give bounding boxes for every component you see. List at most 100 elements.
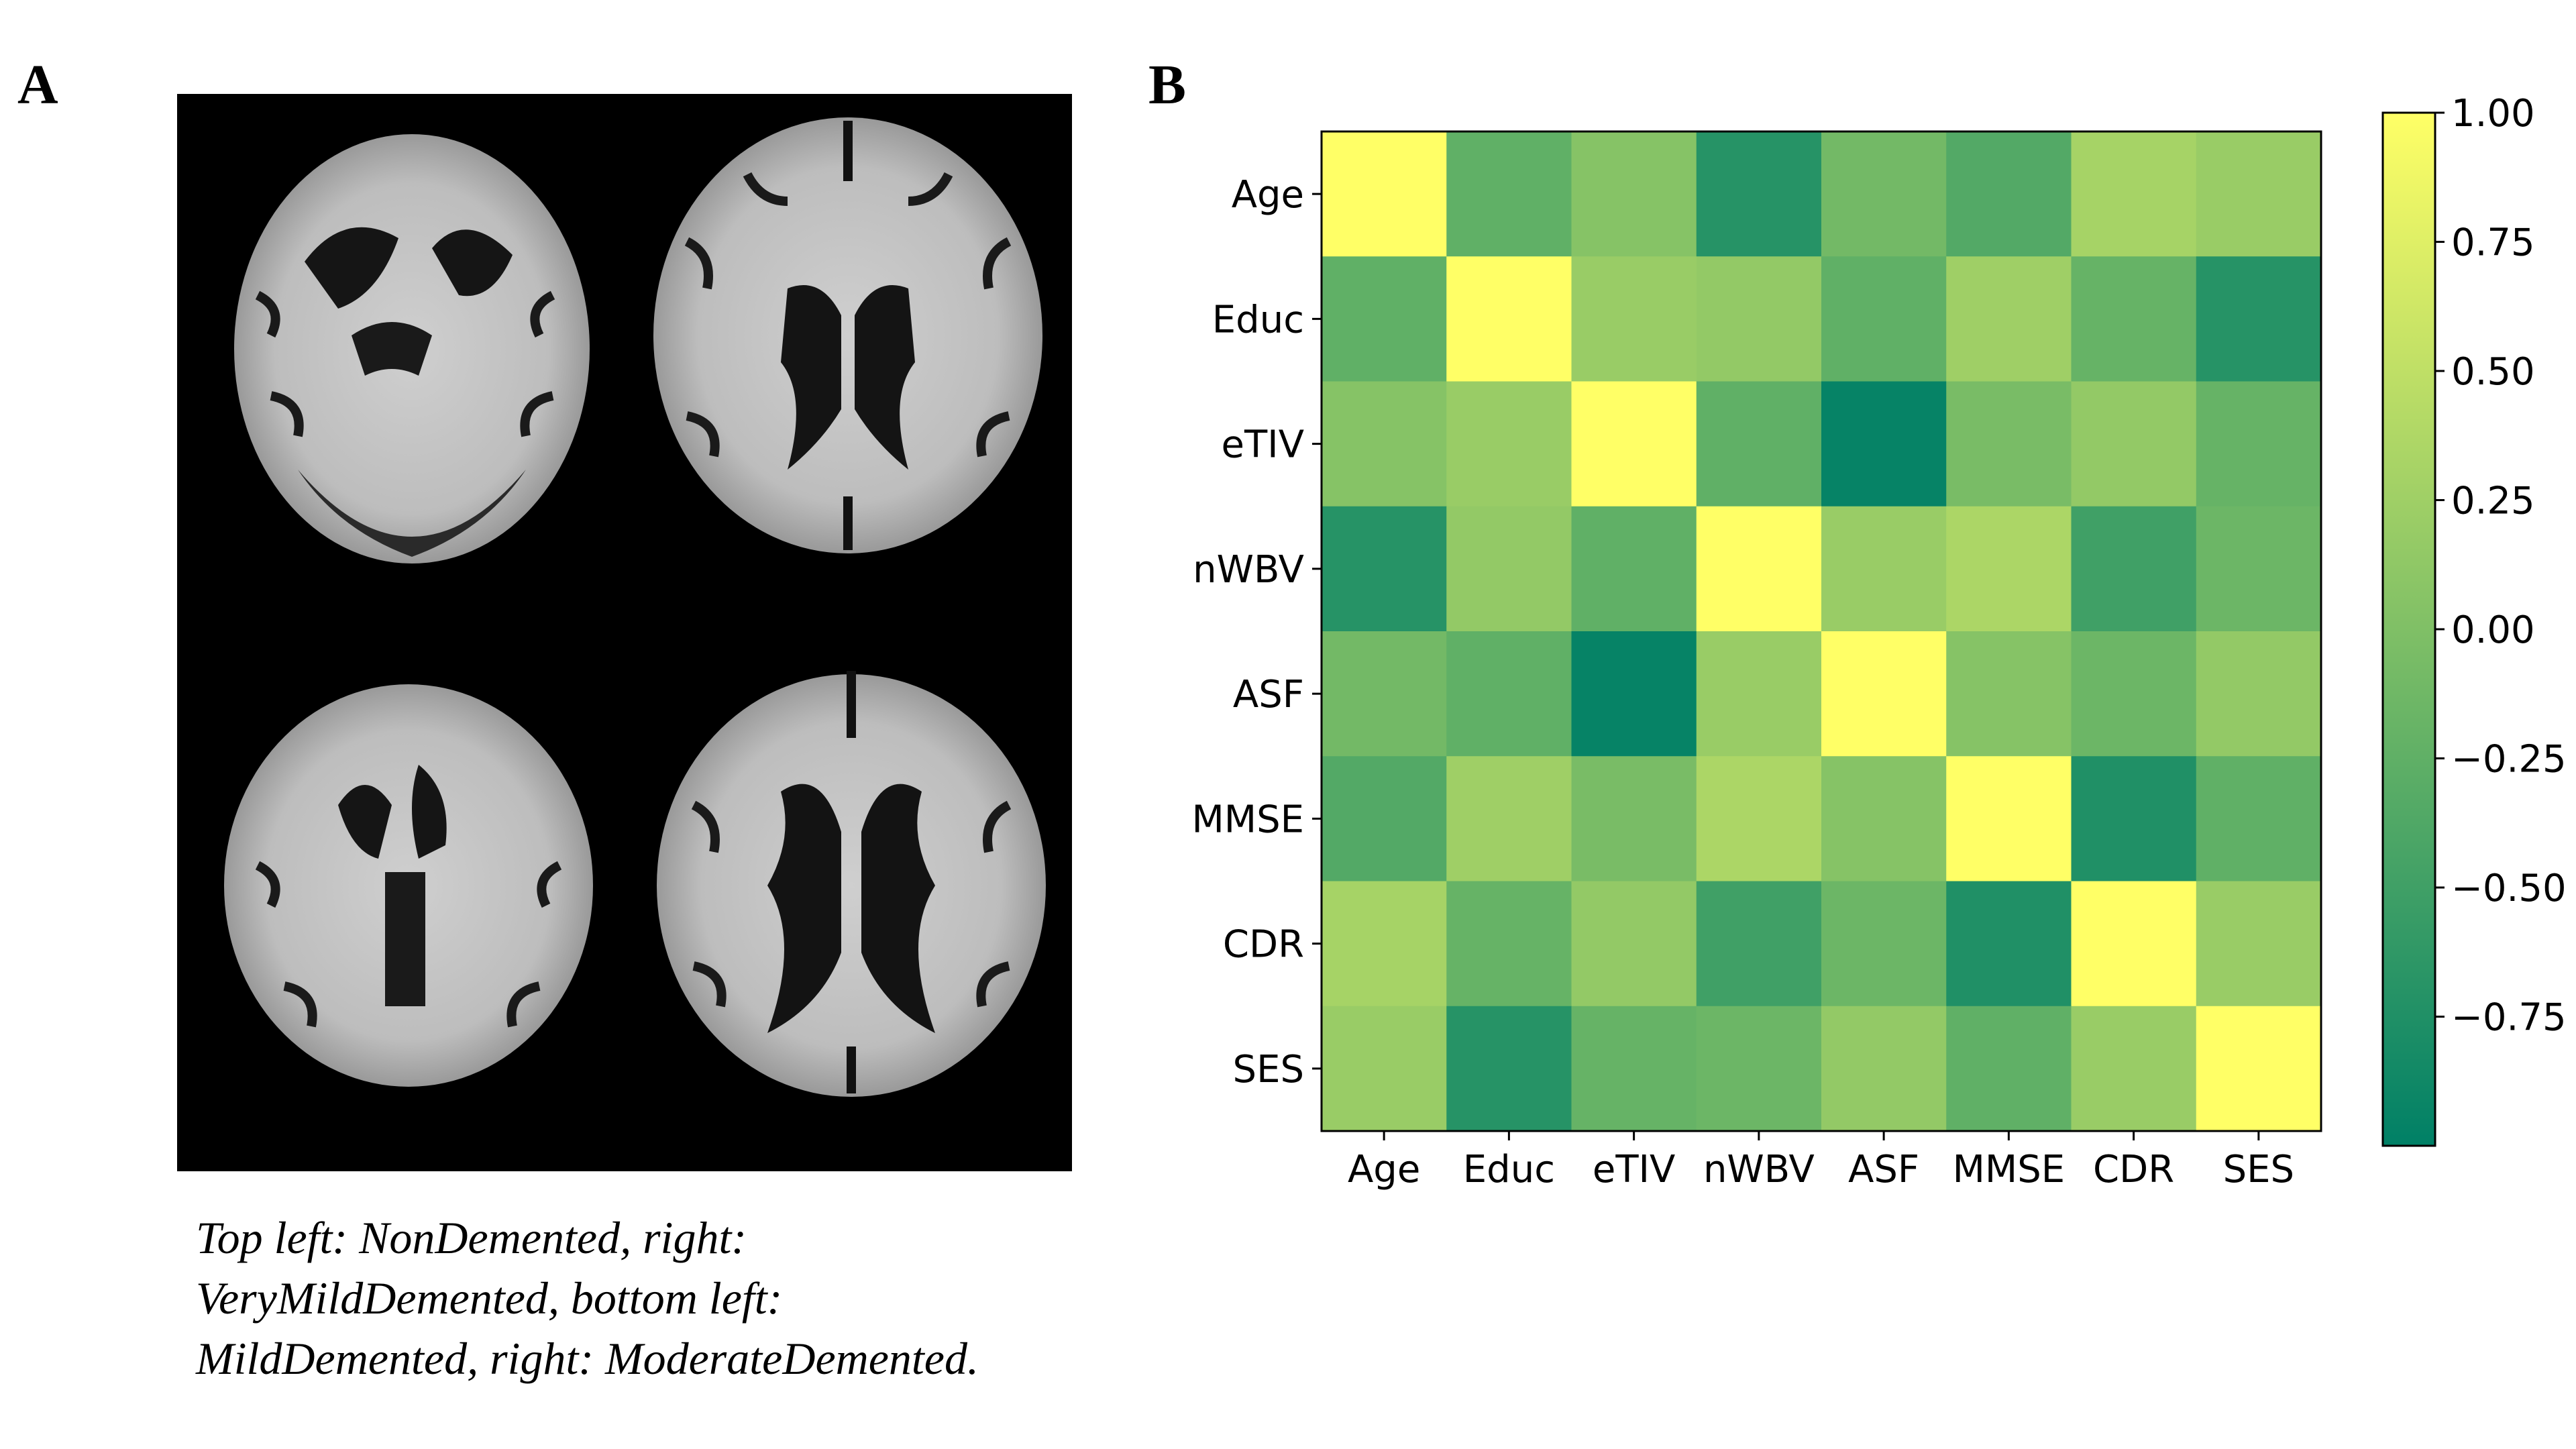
y-tick-label-Age: Age xyxy=(1232,173,1304,217)
heatmap-cell-Age-nWBV xyxy=(1696,131,1822,257)
colorbar-tick-label: −0.75 xyxy=(2451,996,2567,1040)
heatmap-cell-CDR-CDR xyxy=(2071,881,2197,1007)
colorbar xyxy=(2381,111,2436,1147)
x-tick-label-nWBV: nWBV xyxy=(1703,1148,1815,1191)
panel-a-label: A xyxy=(17,54,58,116)
heatmap-cell-Educ-MMSE xyxy=(1946,256,2072,382)
heatmap-cell-eTIV-SES xyxy=(2196,381,2322,507)
heatmap-cell-SES-eTIV xyxy=(1571,1006,1697,1132)
heatmap-cell-ASF-Educ xyxy=(1446,631,1572,757)
y-tick-label-SES: SES xyxy=(1233,1048,1304,1091)
heatmap-cell-CDR-Educ xyxy=(1446,881,1572,1007)
heatmap-cell-MMSE-Educ xyxy=(1446,756,1572,881)
colorbar-tick-label: −0.25 xyxy=(2451,738,2567,782)
heatmap-cell-Educ-Educ xyxy=(1446,256,1572,382)
heatmap-cell-MMSE-MMSE xyxy=(1946,756,2072,881)
heatmap-cell-CDR-eTIV xyxy=(1571,881,1697,1007)
heatmap-cell-eTIV-nWBV xyxy=(1696,381,1822,507)
mri-brain-bottom-left xyxy=(224,684,593,1087)
heatmap-cell-SES-MMSE xyxy=(1946,1006,2072,1132)
heatmap-cell-SES-CDR xyxy=(2071,1006,2197,1132)
heatmap-cell-Age-MMSE xyxy=(1946,131,2072,257)
x-tick-label-Age: Age xyxy=(1348,1148,1420,1191)
heatmap-cell-CDR-nWBV xyxy=(1696,881,1822,1007)
heatmap-cell-SES-Educ xyxy=(1446,1006,1572,1132)
mri-brain-bottom-right xyxy=(657,671,1046,1097)
heatmap-cell-ASF-nWBV xyxy=(1696,631,1822,757)
heatmap-cell-eTIV-Educ xyxy=(1446,381,1572,507)
heatmap-cell-CDR-Age xyxy=(1322,881,1447,1007)
x-tick-label-SES: SES xyxy=(2223,1148,2294,1191)
heatmap-cell-ASF-Age xyxy=(1322,631,1447,757)
heatmap-cell-eTIV-Age xyxy=(1322,381,1447,507)
colorbar-tick-label: 0.00 xyxy=(2451,608,2535,652)
y-tick-label-Educ: Educ xyxy=(1212,298,1304,341)
heatmap-cell-nWBV-CDR xyxy=(2071,506,2197,632)
heatmap-cell-eTIV-eTIV xyxy=(1571,381,1697,507)
heatmap-frame xyxy=(1320,130,2322,1132)
heatmap-cell-eTIV-CDR xyxy=(2071,381,2197,507)
heatmap-cell-MMSE-Age xyxy=(1322,756,1447,881)
heatmap-cell-SES-Age xyxy=(1322,1006,1447,1132)
x-tick-label-eTIV: eTIV xyxy=(1593,1148,1675,1191)
heatmap-cell-Educ-ASF xyxy=(1821,256,1947,382)
heatmap-cell-Age-Educ xyxy=(1446,131,1572,257)
x-tick-label-CDR: CDR xyxy=(2093,1148,2174,1191)
heatmap-cell-SES-ASF xyxy=(1821,1006,1947,1132)
heatmap-cell-Age-ASF xyxy=(1821,131,1947,257)
colorbar-ticks: 1.00 0.75 0.50 0.25 0.00 −0.25 −0.50 −0.75 xyxy=(2435,92,2567,1040)
heatmap-cell-MMSE-ASF xyxy=(1821,756,1947,881)
y-tick-label-ASF: ASF xyxy=(1233,673,1304,716)
heatmap-cells xyxy=(1322,131,2322,1132)
x-tick-label-Educ: Educ xyxy=(1463,1148,1555,1191)
heatmap-cell-Educ-CDR xyxy=(2071,256,2197,382)
y-tick-label-MMSE: MMSE xyxy=(1191,798,1304,841)
heatmap-cell-Educ-SES xyxy=(2196,256,2322,382)
heatmap-cell-Age-eTIV xyxy=(1571,131,1697,257)
heatmap-cell-ASF-SES xyxy=(2196,631,2322,757)
mri-brain-top-right xyxy=(653,117,1042,553)
caption-line-1: Top left: NonDemented, right: xyxy=(196,1212,747,1263)
heatmap-cell-nWBV-eTIV xyxy=(1571,506,1697,632)
mri-caption: Top left: NonDemented, right: VeryMildDe… xyxy=(196,1208,1135,1389)
heatmap-cell-nWBV-MMSE xyxy=(1946,506,2072,632)
heatmap-cell-MMSE-CDR xyxy=(2071,756,2197,881)
y-tick-label-eTIV: eTIV xyxy=(1222,423,1304,467)
mri-brain-top-left xyxy=(234,134,590,564)
heatmap-cell-ASF-CDR xyxy=(2071,631,2197,757)
x-tick-label-MMSE: MMSE xyxy=(1953,1148,2065,1191)
heatmap-cell-ASF-MMSE xyxy=(1946,631,2072,757)
heatmap-cell-Age-Age xyxy=(1322,131,1447,257)
heatmap-cell-Educ-nWBV xyxy=(1696,256,1822,382)
y-tick-label-nWBV: nWBV xyxy=(1193,548,1304,592)
colorbar-tick-label: −0.50 xyxy=(2451,867,2567,910)
x-tick-label-ASF: ASF xyxy=(1848,1148,1919,1191)
colorbar-tick-label: 0.50 xyxy=(2451,350,2535,394)
heatmap-cell-Educ-Age xyxy=(1322,256,1447,382)
panel-b-label: B xyxy=(1148,54,1187,116)
colorbar-tick-label: 0.25 xyxy=(2451,480,2535,523)
heatmap-cell-Educ-eTIV xyxy=(1571,256,1697,382)
heatmap-cell-SES-nWBV xyxy=(1696,1006,1822,1132)
heatmap-cell-Age-CDR xyxy=(2071,131,2197,257)
heatmap-cell-eTIV-ASF xyxy=(1821,381,1947,507)
heatmap-cell-ASF-ASF xyxy=(1821,631,1947,757)
caption-line-3: MildDemented, right: ModerateDemented. xyxy=(196,1333,979,1384)
heatmap-cell-SES-SES xyxy=(2196,1006,2322,1132)
heatmap-cell-MMSE-SES xyxy=(2196,756,2322,881)
heatmap-cell-ASF-eTIV xyxy=(1571,631,1697,757)
heatmap-cell-nWBV-Educ xyxy=(1446,506,1572,632)
heatmap-cell-Age-SES xyxy=(2196,131,2322,257)
heatmap-cell-CDR-MMSE xyxy=(1946,881,2072,1007)
caption-line-2: VeryMildDemented, bottom left: xyxy=(196,1273,783,1324)
y-axis-ticks: Age Educ eTIV nWBV ASF MMSE CDR SES xyxy=(1191,173,1322,1091)
heatmap-cell-nWBV-SES xyxy=(2196,506,2322,632)
heatmap-cell-CDR-SES xyxy=(2196,881,2322,1007)
heatmap-cell-nWBV-Age xyxy=(1322,506,1447,632)
heatmap-cell-MMSE-eTIV xyxy=(1571,756,1697,881)
heatmap-cell-CDR-ASF xyxy=(1821,881,1947,1007)
colorbar-tick-label: 1.00 xyxy=(2451,92,2535,136)
heatmap-cell-MMSE-nWBV xyxy=(1696,756,1822,881)
colorbar-tick-label: 0.75 xyxy=(2451,221,2535,265)
